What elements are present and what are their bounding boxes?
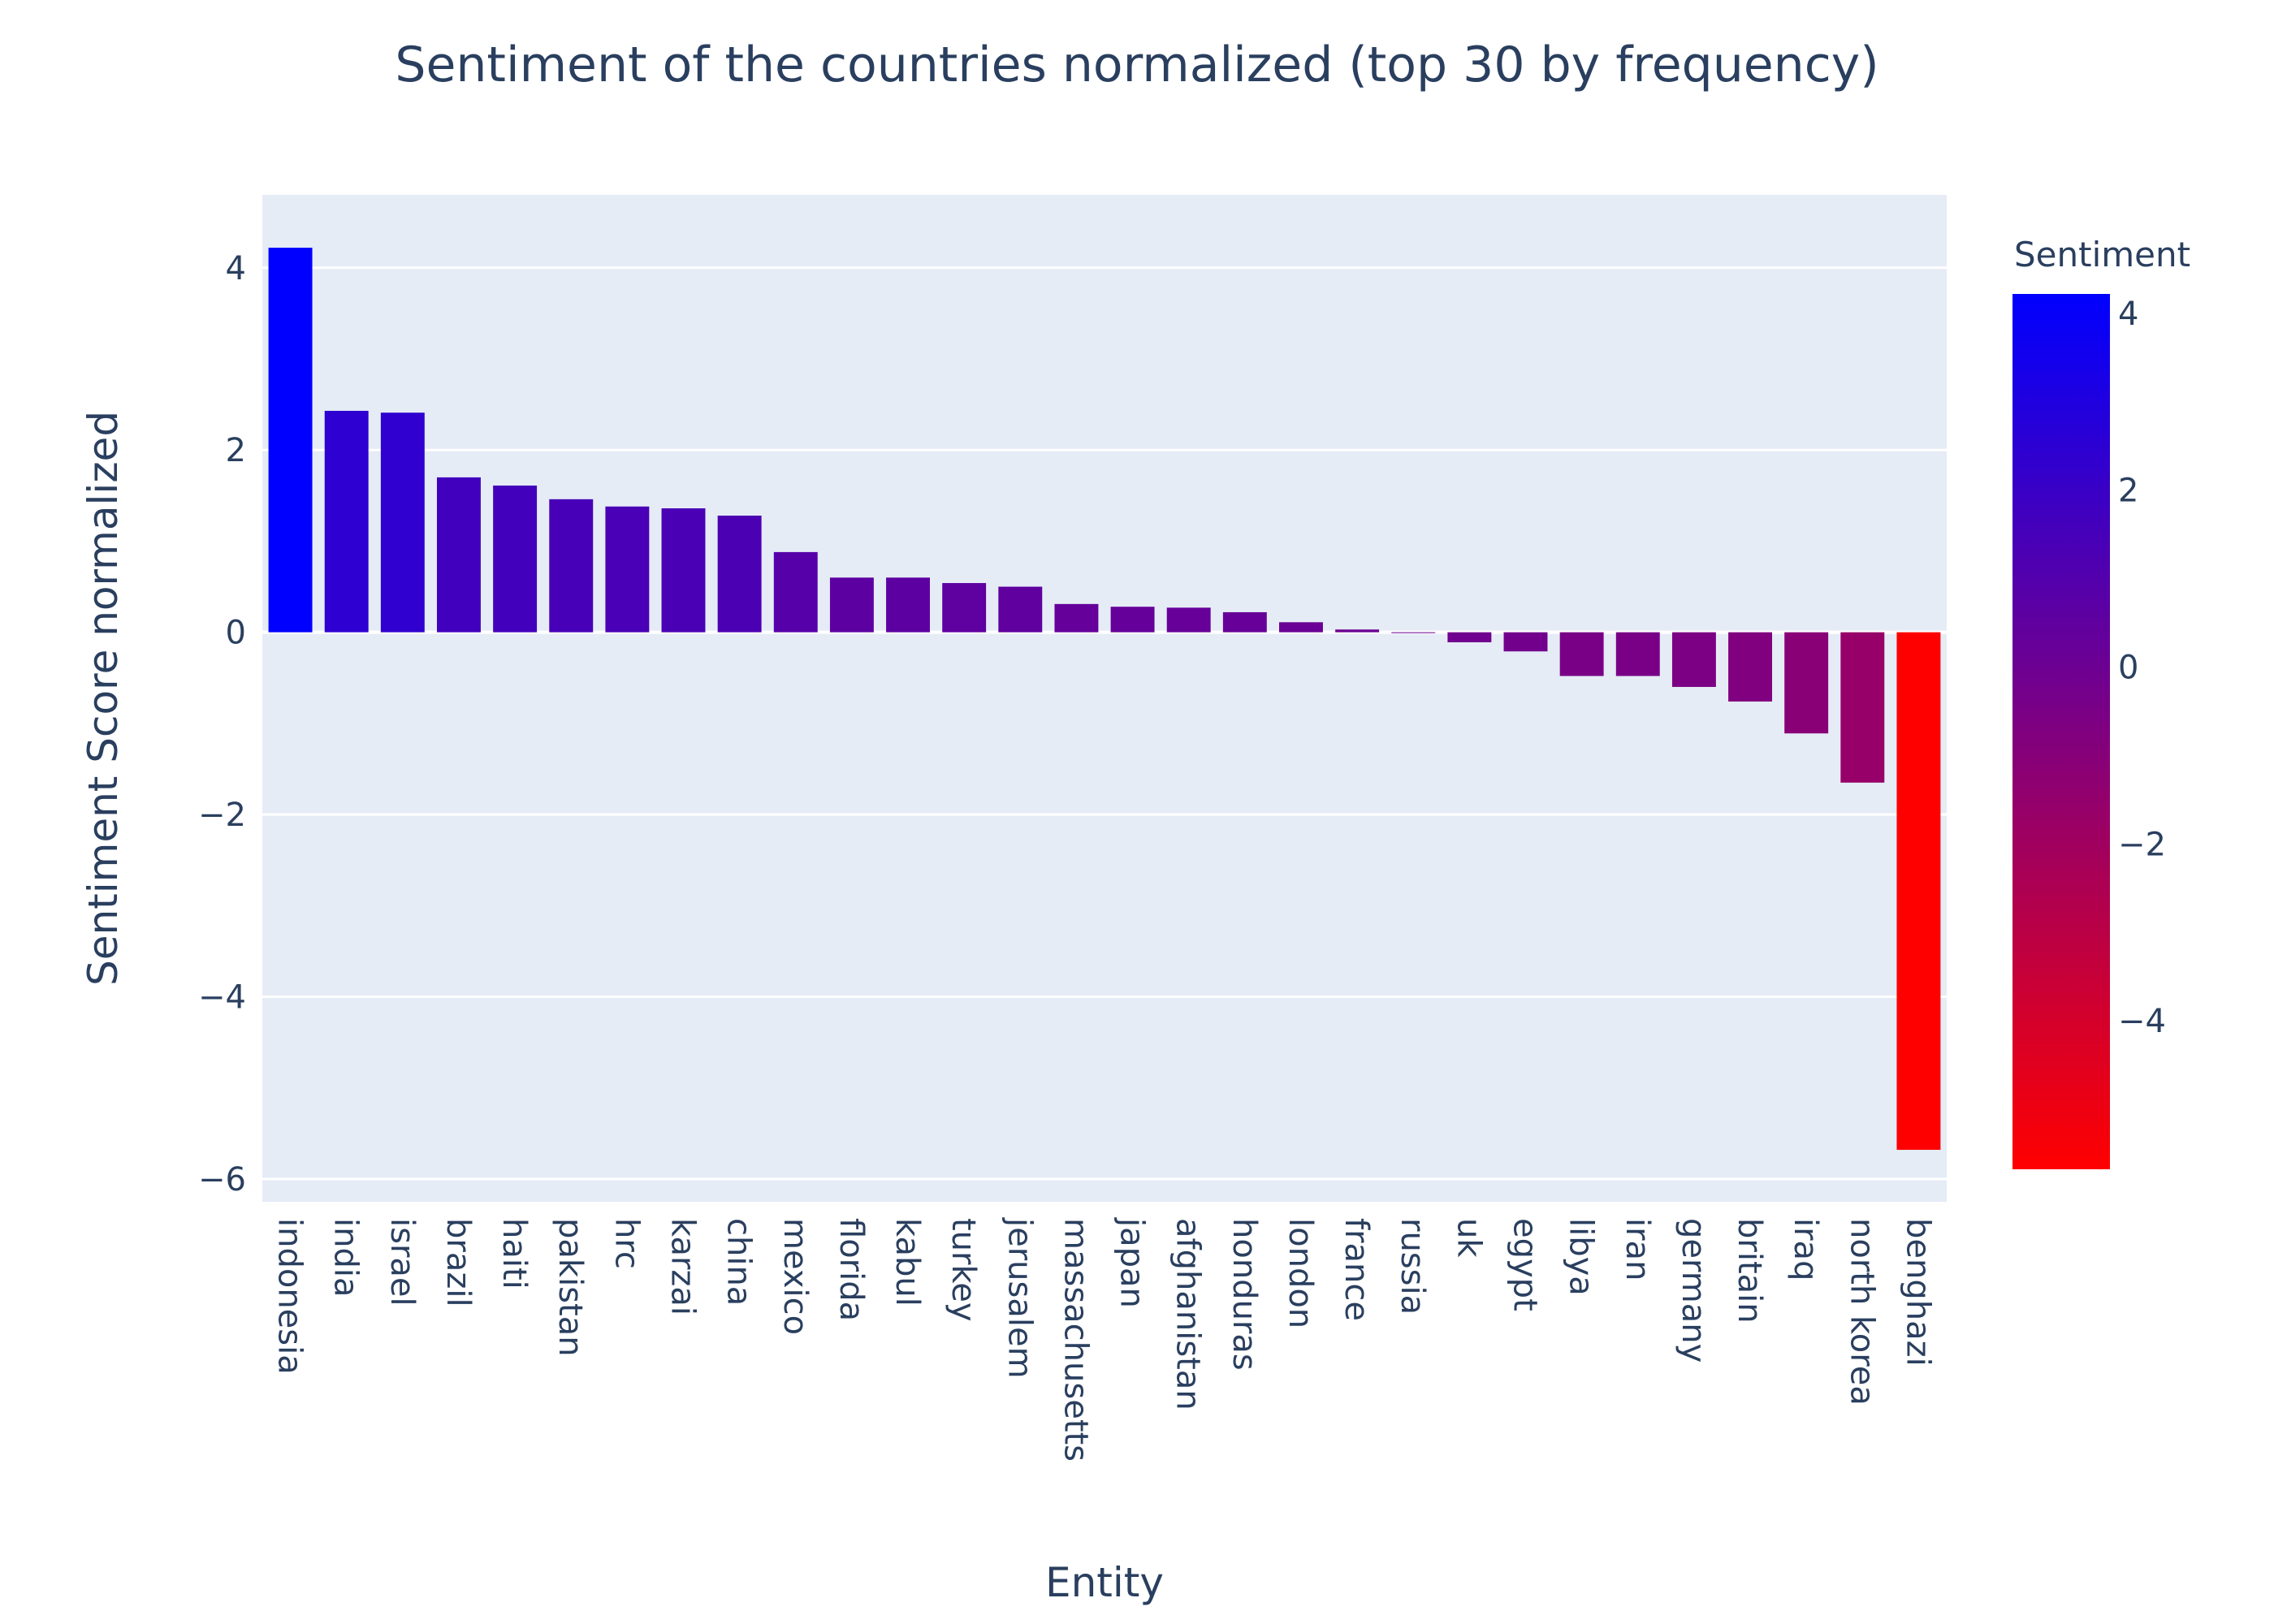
bar-london xyxy=(1279,622,1323,633)
x-axis-ticks: indonesia india israel brazil haiti pakistan h… xyxy=(271,1217,1937,1462)
bar-mexico xyxy=(773,551,818,633)
bar-haiti xyxy=(493,485,538,633)
x-tick-label: egypt xyxy=(1507,1218,1544,1311)
bar-france xyxy=(1335,629,1380,633)
bar-hrc xyxy=(605,506,650,633)
x-tick-label: russia xyxy=(1394,1218,1431,1315)
x-tick-label: benghazi xyxy=(1899,1218,1936,1367)
chart-title: Sentiment of the countries normalized (t… xyxy=(395,37,1878,93)
x-tick-label: iraq xyxy=(1787,1218,1824,1281)
y-tick-label: −2 xyxy=(198,797,246,834)
y-tick-label: −6 xyxy=(198,1161,246,1199)
x-tick-label: indonesia xyxy=(271,1218,309,1375)
gridlines xyxy=(262,266,1947,1181)
bar-jerusalem xyxy=(998,586,1043,633)
bar-iraq xyxy=(1784,632,1829,734)
x-tick-label: london xyxy=(1282,1218,1319,1328)
bar-brazil xyxy=(437,477,481,633)
x-tick-label: israel xyxy=(383,1218,421,1307)
colorbar-tick-label: 2 xyxy=(2118,473,2138,510)
x-tick-label: libya xyxy=(1563,1218,1600,1296)
bar-uk xyxy=(1447,632,1492,642)
y-tick-label: 2 xyxy=(226,432,246,469)
colorbar-tick-label: 0 xyxy=(2118,650,2138,687)
bar-kabul xyxy=(886,577,930,633)
x-tick-label: florida xyxy=(832,1218,870,1321)
y-tick-label: 0 xyxy=(226,615,246,652)
x-tick-label: japan xyxy=(1113,1217,1151,1308)
x-tick-label: honduras xyxy=(1226,1218,1263,1371)
x-tick-label: afghanistan xyxy=(1169,1218,1207,1410)
y-tick-label: −4 xyxy=(198,979,246,1017)
x-tick-label: uk xyxy=(1450,1218,1487,1258)
colorbar-tick-label: −4 xyxy=(2118,1003,2166,1040)
bar-india xyxy=(324,410,369,633)
x-tick-label: turkey xyxy=(945,1218,982,1322)
x-tick-label: north korea xyxy=(1843,1218,1880,1406)
x-tick-label: hrc xyxy=(607,1218,645,1269)
bar-germany xyxy=(1671,632,1716,687)
x-tick-label: france xyxy=(1338,1218,1375,1321)
bar-china xyxy=(717,516,762,633)
x-tick-label: jerusalem xyxy=(1001,1217,1038,1379)
bar-iran xyxy=(1615,632,1660,676)
y-tick-label: 4 xyxy=(226,250,246,287)
bars xyxy=(268,248,1941,1151)
bar-indonesia xyxy=(268,248,313,633)
x-tick-label: karzai xyxy=(664,1218,702,1315)
x-tick-label: kabul xyxy=(888,1218,926,1307)
colorbar xyxy=(2012,294,2110,1169)
bar-karzai xyxy=(661,508,706,633)
x-tick-label: iran xyxy=(1619,1218,1656,1281)
colorbar-tick-label: −2 xyxy=(2118,826,2166,863)
bar-north-korea xyxy=(1840,632,1885,783)
bar-florida xyxy=(829,577,874,633)
bar-afghanistan xyxy=(1166,607,1211,633)
bar-honduras xyxy=(1222,611,1267,633)
x-axis-title: Entity xyxy=(1045,1559,1164,1606)
x-tick-label: brazil xyxy=(439,1218,477,1307)
colorbar-ticks: 4 2 0 −2 −4 xyxy=(2118,296,2166,1040)
bar-turkey xyxy=(942,583,987,633)
bar-benghazi xyxy=(1896,632,1941,1151)
colorbar-title: Sentiment xyxy=(2014,235,2190,274)
bar-libya xyxy=(1559,632,1604,676)
colorbar-tick-label: 4 xyxy=(2118,296,2138,333)
x-tick-label: china xyxy=(720,1218,758,1306)
bar-britain xyxy=(1728,632,1772,702)
x-tick-label: mexico xyxy=(776,1218,814,1335)
bar-pakistan xyxy=(549,499,594,633)
x-tick-label: massachusetts xyxy=(1057,1218,1094,1462)
bar-egypt xyxy=(1503,632,1548,652)
bar-japan xyxy=(1110,607,1155,633)
y-axis-ticks: 4 2 0 −2 −4 −6 xyxy=(198,250,246,1199)
x-tick-label: britain xyxy=(1731,1218,1768,1324)
x-tick-label: haiti xyxy=(495,1218,533,1289)
y-axis-title: Sentiment Score normalized xyxy=(80,411,127,986)
bar-israel xyxy=(380,412,425,633)
x-tick-label: germany xyxy=(1675,1218,1712,1363)
bar-massachusetts xyxy=(1054,603,1099,633)
x-tick-label: pakistan xyxy=(551,1218,589,1357)
x-tick-label: india xyxy=(327,1218,365,1297)
plot-area xyxy=(262,195,1947,1202)
